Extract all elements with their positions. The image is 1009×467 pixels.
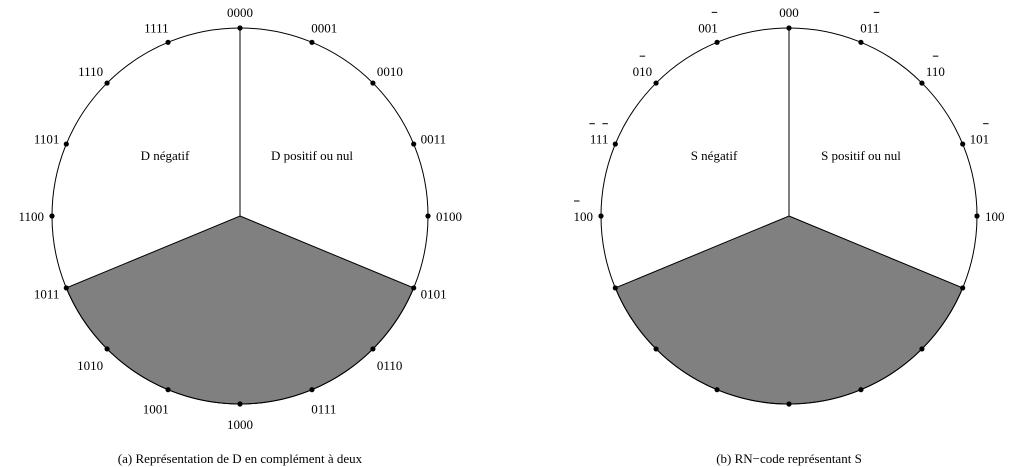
tick-label: 000 (779, 5, 799, 20)
tick-label: 1010 (77, 358, 103, 373)
left-region-label: S négatif (691, 148, 738, 163)
tick-dot (974, 213, 980, 219)
tick-dot (858, 387, 864, 393)
tick-label: 011 (860, 20, 879, 35)
tick-dot (612, 285, 618, 291)
tick-label: 0110 (377, 358, 403, 373)
panel-b-caption: (b) RN−code représentant S (716, 451, 862, 466)
tick-label: 100 (574, 209, 594, 224)
tick-dot (370, 346, 376, 352)
tick-label: 0000 (227, 5, 253, 20)
tick-label: 1101 (34, 132, 60, 147)
tick-label: 111 (590, 132, 609, 147)
tick-label: 0101 (421, 286, 447, 301)
tick-label: 0010 (377, 64, 403, 79)
tick-dot (49, 213, 55, 219)
tick-dot (104, 80, 110, 86)
tick-label: 0001 (311, 20, 337, 35)
negative-sector (65, 215, 415, 405)
tick-dot (653, 346, 659, 352)
tick-dot (411, 285, 417, 291)
tick-dot (960, 285, 966, 291)
tick-dot (858, 39, 864, 45)
tick-dot (104, 346, 110, 352)
tick-dot (237, 401, 243, 407)
tick-label: 100 (985, 209, 1005, 224)
tick-dot (411, 141, 417, 147)
tick-dot (612, 141, 618, 147)
tick-dot (714, 39, 720, 45)
tick-label: 0111 (311, 402, 336, 417)
tick-dot (653, 80, 659, 86)
tick-dot (786, 401, 792, 407)
tick-label: 1011 (34, 286, 60, 301)
tick-label: 1100 (18, 209, 44, 224)
panel-b: S négatif S positif ou nul 000 011 110 101 100… (574, 5, 1005, 407)
tick-label: 0100 (436, 209, 462, 224)
tick-dot (714, 387, 720, 393)
tick-dot (370, 80, 376, 86)
tick-label: 1110 (78, 64, 103, 79)
tick-dot (919, 346, 925, 352)
tick-label: 101 (970, 132, 990, 147)
tick-dot (63, 141, 69, 147)
negative-sector (614, 215, 964, 405)
tick-label: 001 (698, 20, 718, 35)
tick-label: 1000 (227, 417, 253, 432)
right-region-label: S positif ou nul (821, 148, 901, 163)
tick-label: 1111 (144, 20, 169, 35)
tick-dot (960, 141, 966, 147)
tick-dot (237, 25, 243, 31)
tick-dot (598, 213, 604, 219)
panel-a: D négatif D positif ou nul 0000 0001 0010 001… (18, 5, 462, 432)
tick-dot (309, 39, 315, 45)
left-region-label: D négatif (141, 148, 190, 163)
panel-a-caption: (a) Représentation de D en complément à … (118, 451, 363, 466)
tick-label: 1001 (143, 402, 169, 417)
tick-dot (165, 39, 171, 45)
tick-dot (919, 80, 925, 86)
right-region-label: D positif ou nul (271, 148, 353, 163)
tick-dot (165, 387, 171, 393)
tick-label: 110 (926, 64, 945, 79)
tick-dot (425, 213, 431, 219)
tick-label: 010 (633, 64, 653, 79)
tick-label: 0011 (421, 132, 447, 147)
tick-dot (309, 387, 315, 393)
tick-dot (786, 25, 792, 31)
tick-dot (63, 285, 69, 291)
